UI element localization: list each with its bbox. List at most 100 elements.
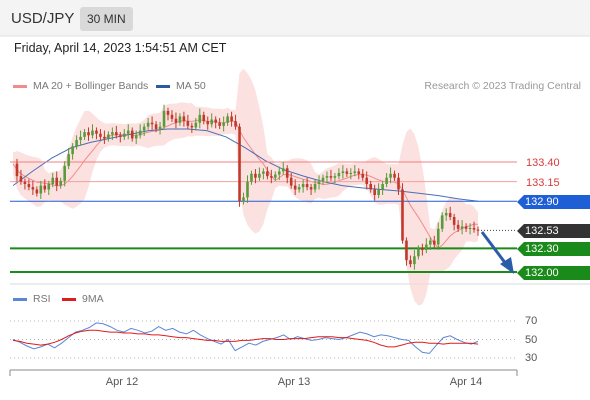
candle-body <box>246 181 249 198</box>
candle-body <box>329 176 333 178</box>
chart-header: USD/JPY 30 MIN <box>0 0 590 36</box>
candle-body <box>250 173 253 182</box>
candle-body <box>63 165 66 181</box>
legend-ma50: MA 50 <box>156 80 206 92</box>
candle-body <box>91 130 94 136</box>
candle-body <box>389 173 392 178</box>
candle-body <box>413 256 416 265</box>
candle-body <box>349 173 353 174</box>
candle-body <box>95 130 98 134</box>
candle-body <box>341 171 345 173</box>
candle-body <box>31 187 35 190</box>
rsi-tick-30: 30 <box>525 352 538 364</box>
candle-body <box>242 197 245 202</box>
candle-body <box>369 184 372 190</box>
candle-body <box>409 260 412 265</box>
candle-body <box>47 184 51 190</box>
legend-ma20: MA 20 + Bollinger Bands <box>13 80 148 92</box>
timeframe-button[interactable]: 30 MIN <box>80 7 133 31</box>
candle-body <box>19 176 23 182</box>
candle-body <box>103 136 106 139</box>
candle-body <box>281 168 285 172</box>
candle-body <box>345 171 349 174</box>
current-price-label: 132.53 <box>517 224 590 238</box>
candle-body <box>357 171 361 174</box>
rsi-line <box>12 322 479 354</box>
candle-body <box>182 116 186 122</box>
candle-body <box>472 228 476 230</box>
candle-body <box>202 114 206 122</box>
candle-body <box>87 132 90 136</box>
candle-body <box>27 184 31 188</box>
forecast-arrowhead <box>500 257 514 274</box>
candle-body <box>460 226 464 229</box>
candle-body <box>305 184 309 188</box>
candle-body <box>309 187 313 190</box>
candle-body <box>170 114 174 119</box>
candle-body <box>111 132 114 135</box>
chart-date: Friday, April 14, 2023 1:54:51 AM CET <box>14 41 227 55</box>
candle-body <box>230 116 233 122</box>
candle-body <box>365 177 369 184</box>
research-credit: Research © 2023 Trading Central <box>424 80 581 92</box>
candle-body <box>166 110 170 115</box>
candle-body <box>198 114 202 123</box>
candle-body <box>397 177 400 190</box>
candle-body <box>234 121 237 127</box>
forecast-arrow <box>480 231 508 265</box>
candle-body <box>186 121 190 126</box>
x-label-apr-13: Apr 13 <box>277 376 311 388</box>
bollinger-band <box>13 68 478 306</box>
candle-body <box>258 173 261 178</box>
legend-rsi-ma: 9MA <box>62 293 104 305</box>
candle-body <box>59 180 62 186</box>
level-label-133-40: 133.40 <box>526 157 560 169</box>
candle-body <box>285 168 289 178</box>
candle-body <box>405 240 408 261</box>
candle-body <box>373 189 376 195</box>
candle-body <box>107 134 110 139</box>
rsi-ma-swatch <box>62 297 76 301</box>
candle-body <box>429 240 432 245</box>
candle-body <box>452 217 456 225</box>
candle-body <box>71 146 74 155</box>
rsi-tick-70: 70 <box>525 315 538 327</box>
candle-body <box>417 248 420 257</box>
candle-body <box>206 121 210 125</box>
candle-body <box>317 181 321 184</box>
candle-body <box>238 126 241 202</box>
candle-body <box>274 174 277 178</box>
candle-body <box>421 248 424 250</box>
candle-body <box>210 119 214 125</box>
candle-body <box>51 177 55 184</box>
candle-body <box>75 140 78 147</box>
candle-body <box>226 116 229 123</box>
instrument-title: USD/JPY <box>11 10 75 27</box>
candle-body <box>222 122 225 126</box>
candle-body <box>432 240 436 245</box>
candle-body <box>476 229 480 231</box>
candle-body <box>99 133 102 137</box>
level-label-132-30: 132.30 <box>517 242 590 256</box>
ma50-line <box>12 128 479 202</box>
candle-body <box>353 171 357 173</box>
candle-body <box>130 130 134 139</box>
candle-body <box>444 213 448 216</box>
candle-body <box>194 122 198 128</box>
candle-body <box>154 124 158 129</box>
candle-body <box>262 171 265 174</box>
candle-body <box>119 135 122 137</box>
candle-body <box>55 177 59 186</box>
ma20-line <box>12 119 479 249</box>
candle-body <box>361 173 365 178</box>
candle-body <box>381 184 384 190</box>
candle-body <box>385 177 388 184</box>
candle-body <box>39 185 43 194</box>
candle-body <box>115 132 118 136</box>
x-label-apr-12: Apr 12 <box>105 376 139 388</box>
rsi-ma-line <box>12 329 479 348</box>
candle-body <box>178 116 182 123</box>
rsi-ma-label: 9MA <box>82 293 104 305</box>
ma50-swatch <box>156 84 170 88</box>
candle-body <box>79 136 82 140</box>
